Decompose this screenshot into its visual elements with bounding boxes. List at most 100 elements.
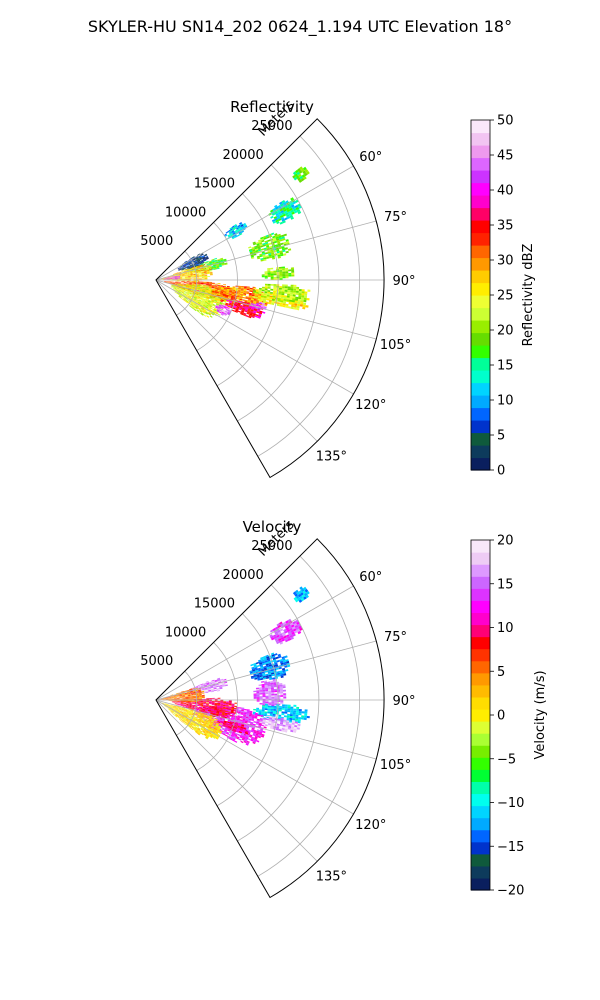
echo-cell [204,301,208,304]
echo-cell [172,282,176,283]
echo-cell [192,690,196,692]
echo-cell [279,686,283,689]
echo-cell [238,707,242,709]
echo-cell [211,313,215,316]
echo-cell [178,269,182,271]
echo-cell [192,258,196,261]
echo-cell [261,304,265,307]
echo-cell [279,706,283,708]
echo-cell [261,274,265,276]
colorbar-swatch [471,257,490,271]
echo-cell [292,633,296,637]
echo-cell [297,168,301,172]
echo-cell [218,286,222,288]
echo-cell [186,702,190,704]
echo-cell [172,701,176,703]
echo-cell [278,638,282,642]
echo-cell [226,285,230,288]
echo-cell [176,696,180,697]
echo-cell [173,288,176,290]
echo-cell [293,176,298,181]
echo-cell [189,688,193,691]
echo-cell [287,618,292,623]
colorbar-swatch [471,407,490,421]
echo-cell [302,304,306,308]
echo-cell [185,300,189,303]
echo-cell [216,302,220,305]
echo-cell [273,287,277,290]
echo-cell [237,224,241,228]
echo-cell [190,292,193,294]
echo-cell [262,655,267,659]
echo-cell [250,719,254,721]
echo-cell [187,277,191,279]
echo-cell [270,629,274,633]
echo-cell [260,666,264,670]
echo-cell [212,296,216,299]
echo-cell [210,686,214,688]
echo-cell [275,206,279,210]
echo-cell [294,303,298,306]
echo-cell [198,292,202,295]
echo-cell [192,691,196,693]
echo-cell [270,284,274,286]
echo-cell [300,717,304,720]
echo-cell [173,695,177,697]
echo-cell [216,266,220,268]
echo-cell [299,586,303,590]
echo-cell [212,715,216,717]
echo-cell [165,697,169,699]
echo-cell [267,669,271,673]
echo-cell [206,285,210,287]
echo-cell [273,273,277,276]
echo-cell [273,707,277,710]
echo-cell [171,697,174,698]
echo-cell [197,704,201,706]
echo-cell [252,296,256,298]
echo-cell [234,302,238,304]
echo-cell [217,313,221,316]
echo-cell [188,295,192,298]
echo-cell [185,263,189,266]
echo-cell [254,712,258,715]
echo-cell [229,737,233,741]
echo-cell [265,243,269,246]
echo-cell [229,231,233,235]
echo-cell [179,288,183,290]
echo-cell [185,295,189,297]
echo-cell [268,694,272,696]
echo-cell [185,285,189,287]
echo-cell [262,286,265,289]
echo-cell [285,207,290,211]
echo-cell [270,209,274,213]
echo-cell [201,688,205,690]
echo-cell [270,682,274,685]
echo-cell [189,272,193,274]
echo-cell [226,291,230,294]
echo-cell [200,287,203,289]
echo-cell [191,287,195,289]
echo-cell [191,286,195,288]
echo-cell [293,630,298,634]
echo-cell [256,309,260,312]
echo-cell [166,281,170,282]
echo-cell [200,259,204,262]
echo-cell [270,710,274,713]
echo-cell [231,704,235,706]
echo-cell [199,297,203,300]
echo-cell [293,704,297,707]
echo-cell [271,301,275,304]
echo-cell [182,299,186,302]
echo-cell [182,279,186,280]
echo-cell [270,670,274,673]
echo-cell [243,724,247,727]
echo-cell [279,275,283,277]
echo-cell [172,276,175,277]
echo-cell [174,276,178,277]
echo-cell [187,275,191,277]
echo-cell [253,310,257,313]
echo-cell [264,289,268,292]
echo-cell [165,697,169,699]
echo-cell [181,269,185,271]
echo-cell [274,664,279,667]
